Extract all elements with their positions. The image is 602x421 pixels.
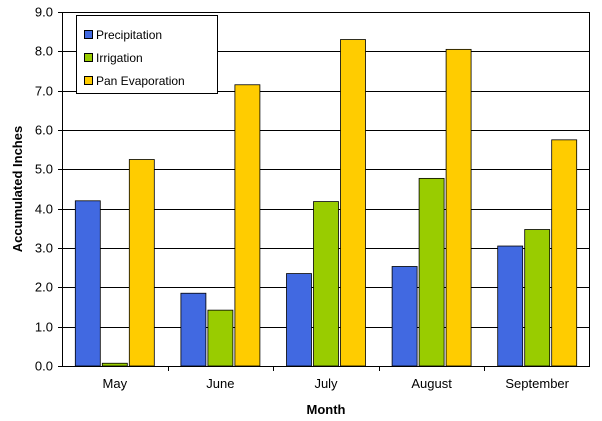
x-axis-label: Month [307,402,346,417]
bar-precipitation [74,200,101,367]
legend-label-precipitation: Precipitation [96,27,163,42]
bar-precipitation [286,273,312,367]
x-tick-label: August [411,376,452,391]
bar-precipitation [391,266,418,367]
legend-label-pan-evaporation: Pan Evaporation [96,73,185,88]
y-tick-label: 6.0 [35,123,53,138]
x-tick-label: September [505,376,569,391]
x-tick-label: July [314,376,338,391]
x-tick-label: June [206,376,234,391]
bar-pan-evaporation [234,84,261,367]
x-tick-label: May [103,376,128,391]
legend-item-irrigation: Irrigation [84,46,217,69]
bar-pan-evaporation [551,139,578,367]
y-tick-label: 1.0 [35,320,53,335]
y-tick-label: 5.0 [35,162,53,177]
bar-pan-evaporation [340,39,366,367]
legend-item-pan-evaporation: Pan Evaporation [84,69,217,92]
y-tick-label: 9.0 [35,5,53,20]
y-tick-label: 0.0 [35,359,53,374]
legend-swatch-irrigation [84,53,93,62]
bar-irrigation [313,201,339,367]
bar-irrigation [418,177,445,367]
bar-pan-evaporation [128,159,155,367]
y-tick-label: 4.0 [35,202,53,217]
legend-swatch-pan-evaporation [84,76,93,85]
axes [62,12,590,367]
bar-precipitation [180,292,207,367]
y-tick-label: 8.0 [35,44,53,59]
legend: Precipitation Irrigation Pan Evaporation [76,15,218,94]
y-tick-label: 2.0 [35,280,53,295]
bar-pan-evaporation [445,48,472,367]
legend-label-irrigation: Irrigation [96,50,143,65]
y-tick-label: 7.0 [35,84,53,99]
bars [74,39,578,367]
y-tick-labels: 0.0 1.0 2.0 3.0 4.0 5.0 6.0 7.0 8.0 9.0 [35,5,62,374]
bar-irrigation [207,309,234,367]
bar-precipitation [497,245,524,367]
legend-item-precipitation: Precipitation [84,23,217,46]
y-axis-label: Accumulated Inches [10,126,25,252]
bar-irrigation [524,229,551,367]
x-tick-labels: May June July August September [103,366,570,391]
y-tick-label: 3.0 [35,241,53,256]
bar-irrigation [101,362,128,367]
legend-swatch-precipitation [84,30,93,39]
